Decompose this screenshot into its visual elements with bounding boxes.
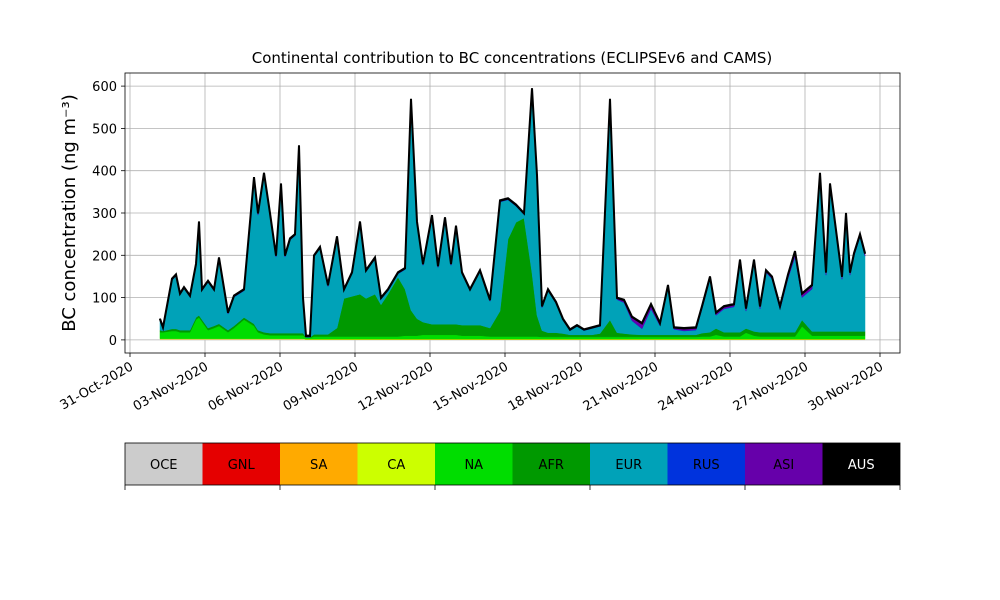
x-tick-label: 06-Nov-2020 [206, 359, 286, 414]
legend-swatch [512, 443, 590, 485]
legend-label: ASI [773, 458, 794, 473]
colorbar-ticks [124, 485, 901, 490]
legend-swatch [590, 443, 668, 485]
x-tick-label: 09-Nov-2020 [281, 359, 361, 414]
x-tick-label: 12-Nov-2020 [356, 359, 436, 414]
y-tick-label: 100 [92, 292, 117, 307]
legend-label: EUR [615, 458, 642, 473]
legend-swatch [667, 443, 745, 485]
x-tick-label: 15-Nov-2020 [431, 359, 511, 414]
x-tick-label: 03-Nov-2020 [131, 359, 211, 414]
y-tick-label: 200 [92, 249, 117, 264]
chart-title: Continental contribution to BC concentra… [252, 49, 773, 67]
legend-swatch [435, 443, 513, 485]
x-tick-label: 30-Nov-2020 [806, 359, 886, 414]
legend-label: NA [464, 458, 483, 473]
x-tick-label: 27-Nov-2020 [731, 359, 811, 414]
legend-label: AUS [848, 458, 875, 473]
legend-swatch [280, 443, 358, 485]
legend-label: AFR [539, 458, 564, 473]
x-tick-label: 18-Nov-2020 [506, 359, 586, 414]
legend-swatch [125, 443, 203, 485]
y-tick-label: 400 [92, 165, 117, 180]
legend-frame [124, 442, 901, 486]
legend-label: OCE [150, 458, 178, 473]
y-axis-label: BC concentration (ng m⁻³) [59, 94, 80, 332]
legend-label: SA [310, 458, 327, 473]
legend-label: CA [387, 458, 405, 473]
legend-swatch [822, 443, 900, 485]
legend-swatch [745, 443, 823, 485]
y-tick-label: 300 [92, 207, 117, 222]
x-tick-label: 24-Nov-2020 [656, 359, 736, 414]
plot-area [125, 73, 900, 353]
legend-swatch [357, 443, 435, 485]
y-tick-label: 0 [109, 334, 117, 349]
area [159, 88, 866, 338]
y-tick-label: 500 [92, 122, 117, 137]
x-tick-label: 21-Nov-2020 [581, 359, 661, 414]
legend-label: GNL [228, 458, 256, 473]
x-tick-label: 31-Oct-2020 [58, 359, 136, 413]
plot-frame [124, 72, 901, 354]
legend-swatch [202, 443, 280, 485]
legend-label: RUS [693, 458, 720, 473]
y-tick-label: 600 [92, 80, 117, 95]
